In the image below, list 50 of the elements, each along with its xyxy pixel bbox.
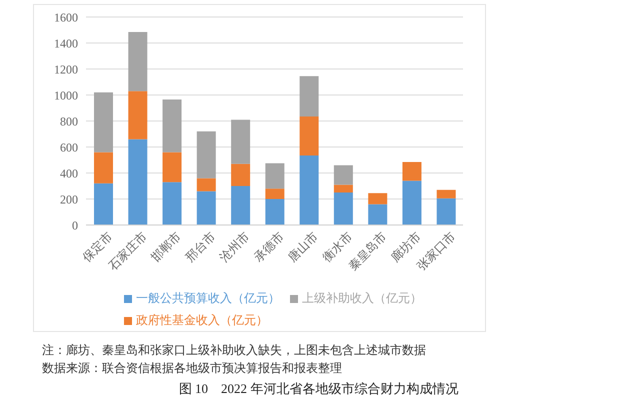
bar xyxy=(300,155,319,225)
bar xyxy=(94,92,113,152)
y-tick-label: 1000 xyxy=(54,88,78,102)
bar xyxy=(196,178,216,192)
bar xyxy=(436,198,456,225)
y-tick-label: 600 xyxy=(60,140,78,154)
y-tick-label: 1600 xyxy=(54,10,78,24)
y-tick-label: 0 xyxy=(72,218,78,232)
bar xyxy=(265,163,284,189)
text: 注：廊坊、秦皇岛和张家口上级补助收入缺失，上图未包含上述城市数据 xyxy=(42,342,426,359)
bar xyxy=(196,131,216,178)
bar xyxy=(128,32,148,92)
bar xyxy=(128,139,148,225)
bar xyxy=(300,116,319,156)
legend-label: 政府性基金收入（亿元） xyxy=(136,313,268,327)
bar xyxy=(128,91,148,140)
bar xyxy=(402,180,422,225)
bar xyxy=(300,76,319,116)
y-tick-label: 200 xyxy=(60,192,78,206)
x-tick-label: 沧州市 xyxy=(216,229,252,265)
x-tick-label: 邯郸市 xyxy=(148,229,184,265)
y-tick-label: 1200 xyxy=(54,62,78,76)
bar xyxy=(334,165,353,185)
bar xyxy=(334,184,353,192)
x-tick-label: 邢台市 xyxy=(182,229,218,265)
bar xyxy=(231,120,250,164)
bar xyxy=(94,152,113,184)
y-tick-label: 800 xyxy=(60,114,78,128)
bar xyxy=(94,183,113,225)
bar xyxy=(265,199,284,225)
y-tick-label: 400 xyxy=(60,166,78,180)
source-note: 数据来源：联合资信根据各地级市预决算报告和报表整理 xyxy=(42,360,343,377)
bar xyxy=(162,100,182,152)
bar xyxy=(368,204,388,225)
bar xyxy=(368,193,388,204)
bar xyxy=(231,164,250,186)
bar xyxy=(334,192,353,225)
bar xyxy=(265,188,284,199)
text: 图 10 2022 年河北省各地级市综合财力构成情况 xyxy=(178,380,460,398)
bar xyxy=(162,152,182,182)
legend-label: 上级补助收入（亿元） xyxy=(302,291,422,305)
bar xyxy=(402,162,422,181)
x-tick-label: 唐山市 xyxy=(285,229,321,265)
legend-label: 一般公共预算收入（亿元） xyxy=(136,291,280,305)
bar xyxy=(196,191,216,225)
bar xyxy=(231,186,250,225)
bar xyxy=(162,182,182,225)
bar xyxy=(436,190,456,198)
y-tick-label: 1400 xyxy=(54,36,78,50)
x-tick-label: 承德市 xyxy=(251,229,287,265)
